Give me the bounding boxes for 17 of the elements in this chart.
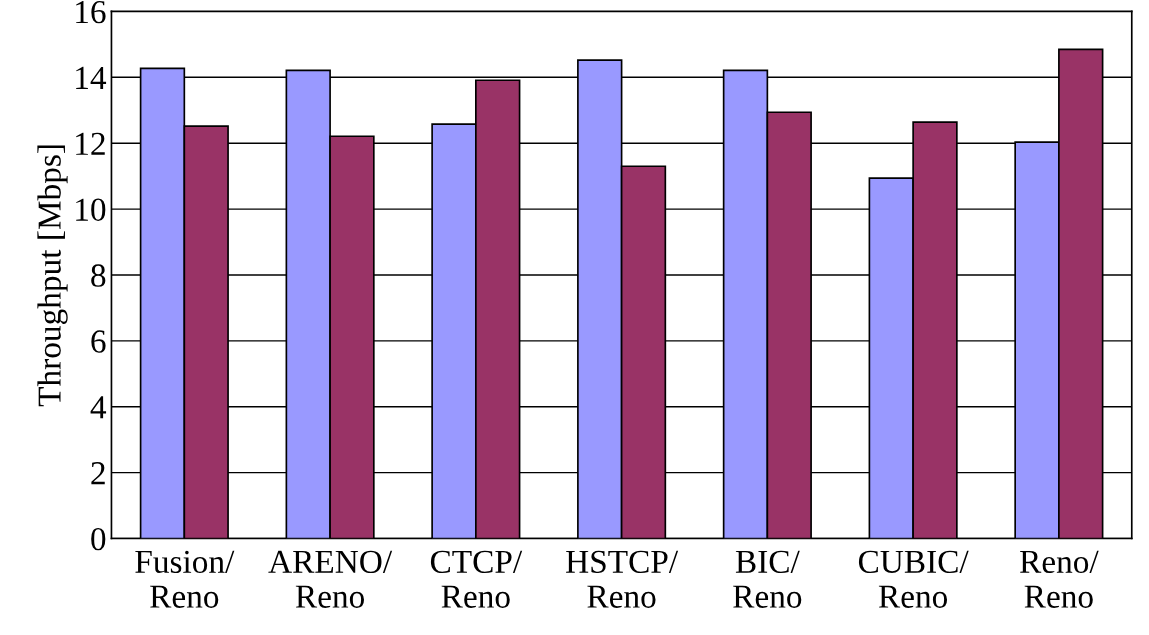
y-tick-label: 8 xyxy=(91,264,106,287)
y-tick-label: 16 xyxy=(76,0,106,24)
x-tick-label: ARENO/ Reno xyxy=(268,550,393,608)
x-tick-label: Fusion/ Reno xyxy=(135,550,235,608)
y-tick-label: 6 xyxy=(91,330,106,353)
y-tick-label: 2 xyxy=(91,462,105,485)
x-tick-label: CTCP/ Reno xyxy=(430,550,523,608)
y-tick-label: 12 xyxy=(76,132,105,155)
x-tick-label: Reno/ Reno xyxy=(1020,550,1099,608)
y-tick-label: 14 xyxy=(76,66,107,89)
y-axis-title: Throughput [Mbps] xyxy=(37,145,68,407)
y-tick-label: 0 xyxy=(91,527,106,551)
y-tick-label: 4 xyxy=(90,396,107,419)
y-tick-label: 10 xyxy=(76,198,106,221)
x-tick-label: HSTCP/ Reno xyxy=(566,550,679,608)
x-tick-label: CUBIC/ Reno xyxy=(858,550,969,608)
x-tick-label: BIC/ Reno xyxy=(733,550,802,608)
